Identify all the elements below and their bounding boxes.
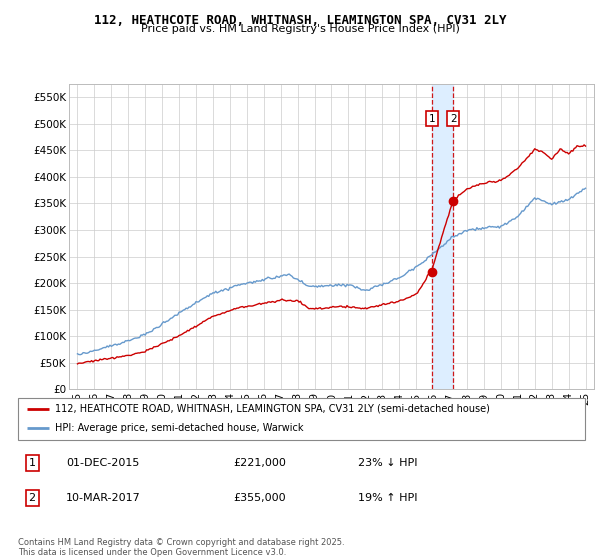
Text: £221,000: £221,000 <box>233 458 286 468</box>
Text: 112, HEATHCOTE ROAD, WHITNASH, LEAMINGTON SPA, CV31 2LY (semi-detached house): 112, HEATHCOTE ROAD, WHITNASH, LEAMINGTO… <box>55 404 490 414</box>
Text: 1: 1 <box>428 114 435 124</box>
Text: 1: 1 <box>29 458 35 468</box>
Text: 2: 2 <box>29 493 36 503</box>
Text: 10-MAR-2017: 10-MAR-2017 <box>66 493 141 503</box>
Text: £355,000: £355,000 <box>233 493 286 503</box>
Text: Price paid vs. HM Land Registry's House Price Index (HPI): Price paid vs. HM Land Registry's House … <box>140 24 460 34</box>
Text: HPI: Average price, semi-detached house, Warwick: HPI: Average price, semi-detached house,… <box>55 423 304 433</box>
Text: 112, HEATHCOTE ROAD, WHITNASH, LEAMINGTON SPA, CV31 2LY: 112, HEATHCOTE ROAD, WHITNASH, LEAMINGTO… <box>94 14 506 27</box>
Text: 19% ↑ HPI: 19% ↑ HPI <box>358 493 418 503</box>
Bar <box>432 84 453 389</box>
Text: 23% ↓ HPI: 23% ↓ HPI <box>358 458 418 468</box>
Text: 01-DEC-2015: 01-DEC-2015 <box>66 458 140 468</box>
Text: 2: 2 <box>450 114 457 124</box>
Text: Contains HM Land Registry data © Crown copyright and database right 2025.
This d: Contains HM Land Registry data © Crown c… <box>18 538 344 557</box>
